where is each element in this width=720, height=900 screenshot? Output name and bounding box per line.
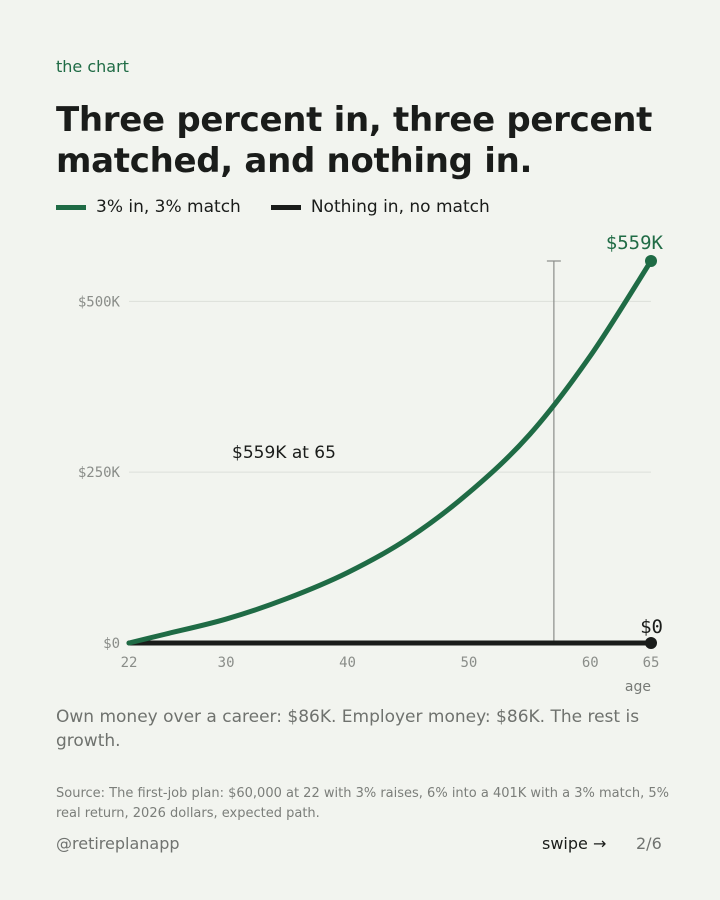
source-note: Source: The first-job plan: $60,000 at 2… — [56, 786, 669, 821]
legend-item-nothing: Nothing in, no match — [270, 197, 490, 217]
y-tick-label: $250K — [78, 465, 121, 481]
legend-label-nothing: Nothing in, no match — [310, 197, 490, 217]
legend-item-match: 3% in, 3% match — [56, 197, 241, 217]
annotation-text: $559K at 65 — [232, 443, 336, 463]
page-indicator: 2/6 — [636, 834, 662, 853]
takeaway-text: Own money over a career: $86K. Employer … — [56, 707, 640, 751]
chart-title: Three percent in, three percent matched,… — [56, 100, 653, 181]
end-point-nothing — [645, 637, 657, 649]
x-tick-label: 65 — [643, 655, 660, 671]
account-handle: @retireplanapp — [56, 834, 180, 853]
x-tick-label: 22 — [121, 655, 138, 671]
x-tick-label: 30 — [218, 655, 235, 671]
y-tick-label: $500K — [78, 294, 121, 310]
legend: 3% in, 3% match Nothing in, no match — [56, 197, 520, 217]
end-point-match — [645, 255, 657, 267]
x-tick-label: 50 — [460, 655, 477, 671]
x-tick-label: 60 — [582, 655, 599, 671]
series-line-match — [126, 258, 654, 646]
legend-swatch-match — [56, 204, 86, 210]
swipe-hint[interactable]: swipe → — [542, 834, 607, 853]
end-label-match: $559K — [606, 232, 664, 254]
legend-label-match: 3% in, 3% match — [96, 197, 241, 217]
end-label-nothing: $0 — [640, 616, 663, 638]
kicker: the chart — [56, 57, 129, 76]
y-tick-label: $0 — [103, 636, 120, 652]
x-axis-title: age — [625, 679, 651, 695]
legend-swatch-nothing — [270, 204, 301, 210]
line-chart: $0 $250K $500K 22 30 40 50 60 65 age $559K at 65 $0… — [78, 232, 664, 695]
x-tick-label: 40 — [339, 655, 356, 671]
